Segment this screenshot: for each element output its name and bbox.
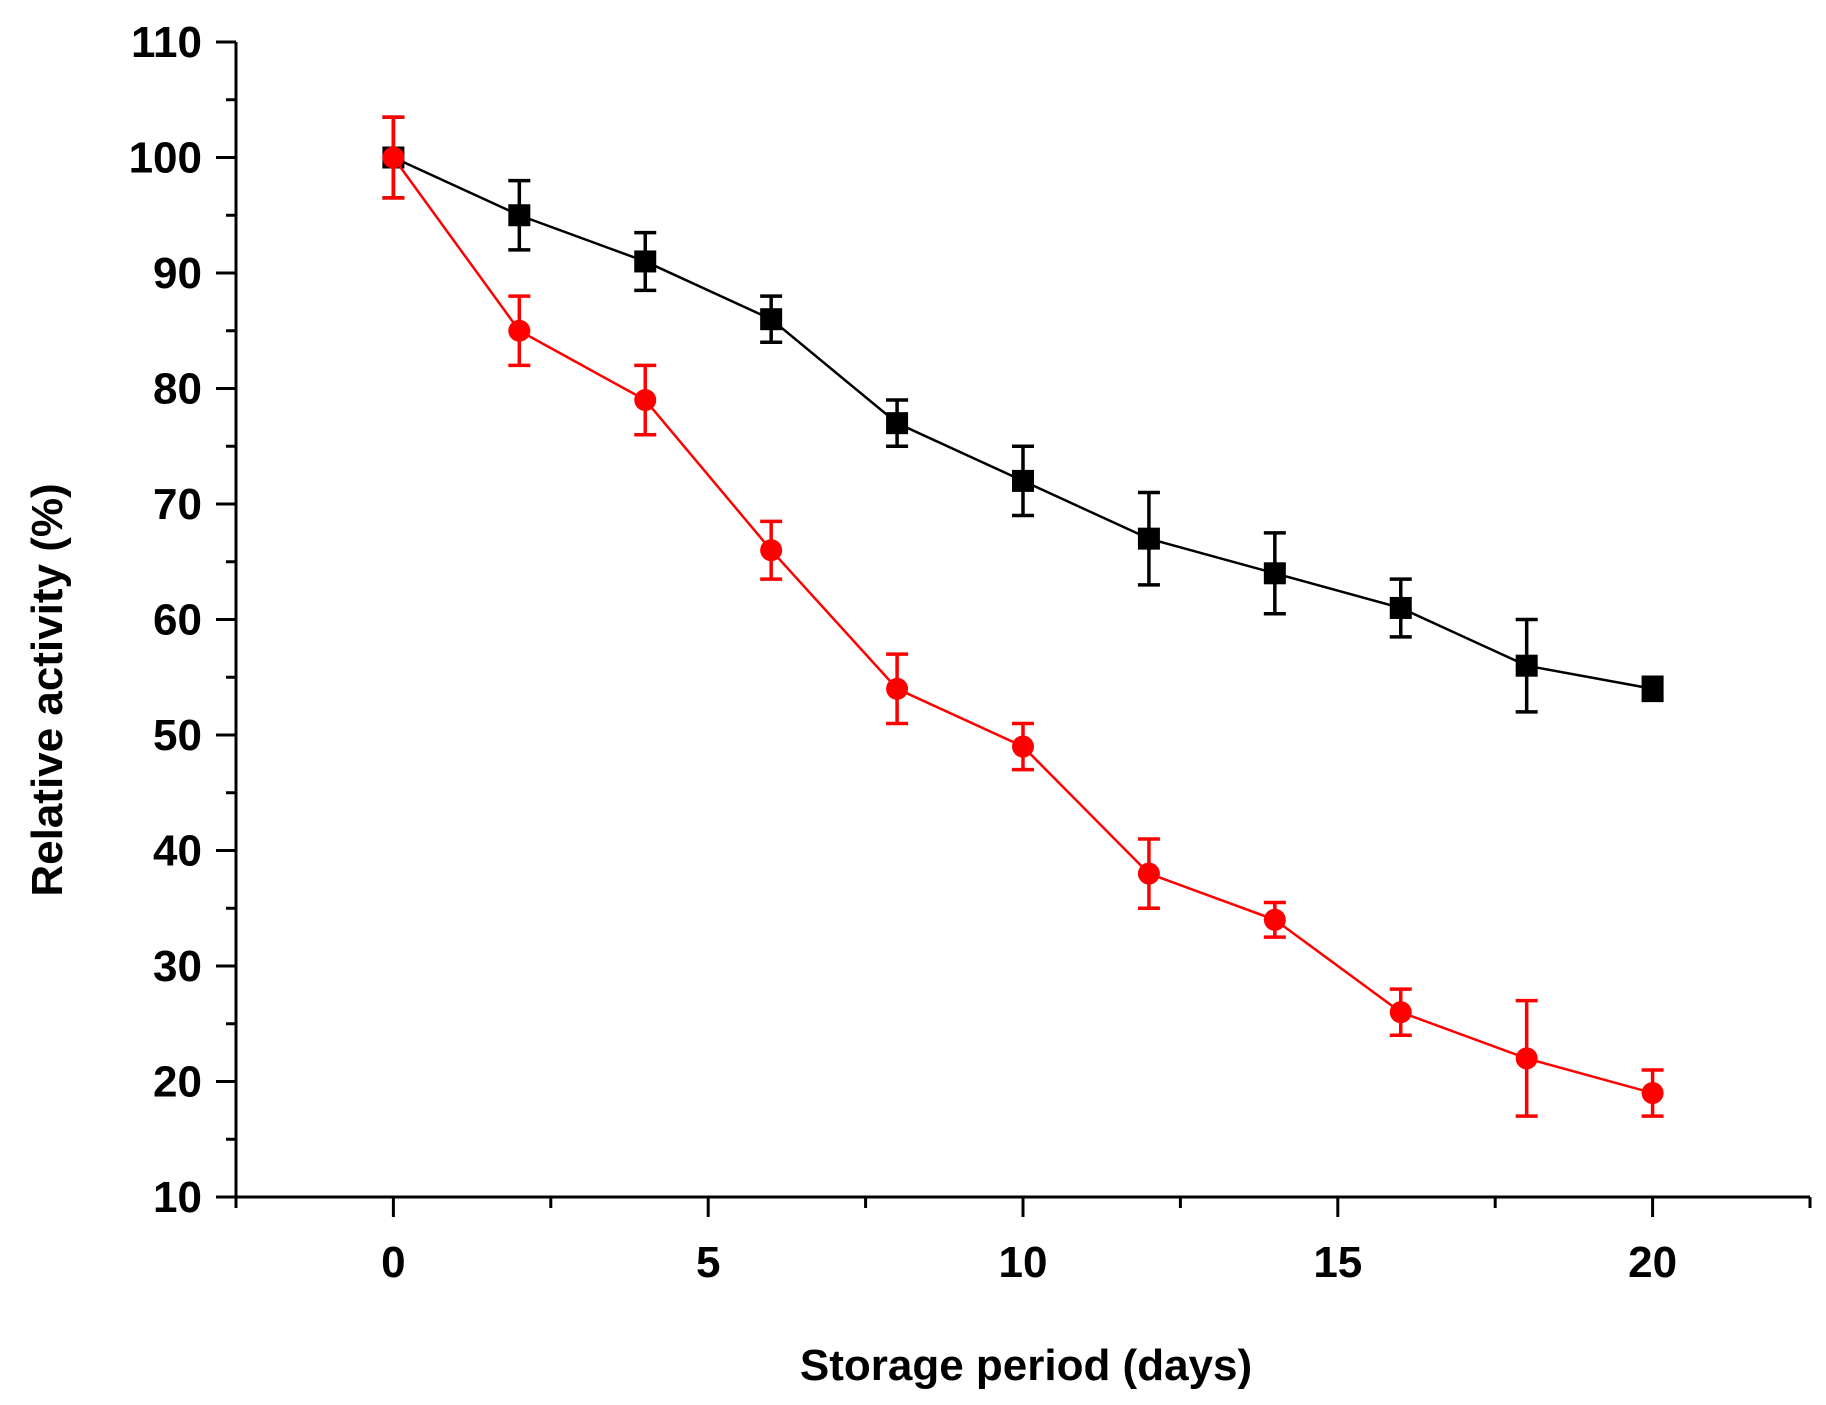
series-red-point: [886, 677, 909, 700]
series-red-point: [1263, 908, 1286, 931]
series-red-point: [1012, 735, 1034, 758]
y-tick-label: 110: [131, 18, 202, 67]
x-tick-label: 20: [1628, 1238, 1677, 1287]
x-tick-label: 5: [696, 1238, 720, 1287]
series-red-line: [392, 156, 1653, 1095]
series-red-point: [760, 539, 783, 562]
y-tick-label: 20: [153, 1058, 202, 1107]
series-black-point: [508, 204, 531, 227]
y-tick-label: 10: [153, 1173, 202, 1222]
y-tick-label: 100: [129, 134, 202, 183]
series-red-point: [634, 389, 657, 412]
series-red-point: [1515, 1047, 1538, 1070]
plot-area: [382, 115, 1664, 1118]
series-red-point: [508, 319, 531, 342]
series-black-point: [1515, 654, 1538, 677]
series-black-point: [760, 308, 783, 331]
y-tick-label: 80: [153, 365, 202, 414]
x-axis-title: Storage period (days): [800, 1341, 1252, 1390]
x-tick-label: 10: [999, 1238, 1048, 1287]
series-black-point: [1012, 469, 1034, 492]
y-axis-title: Relative activity (%): [23, 483, 72, 896]
series-black-point: [1389, 596, 1412, 619]
series-black-point: [1137, 527, 1160, 550]
x-tick-label: 0: [381, 1238, 405, 1287]
series-black-point: [634, 250, 657, 273]
y-tick-label: 70: [153, 480, 202, 529]
series-red-point: [1389, 1001, 1412, 1024]
series-black-line: [392, 156, 1653, 691]
series-red-point: [1137, 862, 1160, 885]
y-tick-label: 30: [153, 942, 202, 991]
axis-labels: Storage period (days) Relative activity …: [23, 483, 1252, 1390]
y-tick-label: 40: [153, 827, 202, 876]
series-red-point: [1641, 1082, 1664, 1105]
y-tick-label: 90: [153, 249, 202, 298]
series-black-point: [1263, 562, 1286, 585]
series-black-point: [1641, 677, 1664, 700]
series-black-point: [886, 412, 909, 435]
axes: 10 20 30 40 50 60 70 80 90 100 110 0 5 10 15 20: [129, 18, 1812, 1287]
y-tick-label: 50: [153, 711, 202, 760]
y-tick-label: 60: [153, 596, 202, 645]
series-black: [382, 115, 1664, 714]
x-tick-label: 15: [1313, 1238, 1362, 1287]
series-red-point: [382, 146, 405, 169]
series-red: [382, 115, 1664, 1118]
